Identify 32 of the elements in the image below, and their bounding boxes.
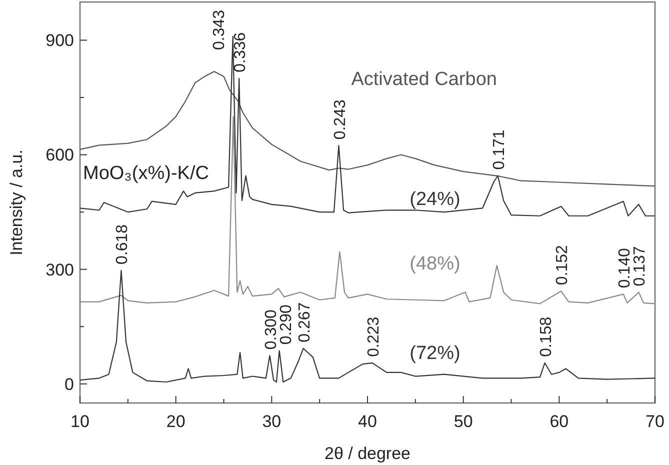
series-label: (24%)	[410, 188, 460, 210]
annotation: 0.618	[114, 224, 132, 264]
annotation: 0.243	[332, 99, 349, 140]
text: Activated Carbon	[351, 68, 497, 90]
y-tick-label: 300	[46, 260, 74, 280]
series-label: (72%)	[410, 343, 460, 364]
annotation: 0.171	[490, 130, 508, 170]
x-tick-label: 50	[454, 412, 473, 431]
annotation: 0.140	[616, 248, 634, 288]
x-tick-label: 30	[262, 412, 282, 431]
x-tick-label: 60	[550, 412, 569, 431]
x-tick-label: 20	[166, 412, 186, 431]
y-tick-label: 0	[64, 374, 74, 394]
series-label: (48%)	[410, 253, 460, 274]
x-tick-label: 10	[70, 412, 90, 431]
annotation: 0.152	[554, 244, 572, 286]
y-tick-label: 600	[46, 146, 74, 165]
y-axis-title: Intensity / a.u.	[7, 150, 26, 256]
line-series	[79, 70, 656, 187]
annotation: 0.300	[262, 310, 280, 350]
annotation: 0.336	[232, 32, 250, 72]
x-tick-label: 40	[358, 412, 377, 431]
annotation: 0.267	[296, 302, 314, 342]
annotation: MoO₃(x%)-K/C	[83, 162, 209, 184]
y-tick-label: 900	[46, 31, 74, 50]
annotation: 0.158	[538, 316, 555, 357]
x-tick-label: 70	[646, 412, 664, 431]
annotation: 0.290	[278, 304, 295, 345]
annotation: 0.223	[365, 316, 382, 357]
annotation: 0.137	[632, 246, 649, 286]
x-axis-title: 2θ / degree	[324, 444, 411, 463]
annotation: 0.343	[210, 10, 228, 50]
